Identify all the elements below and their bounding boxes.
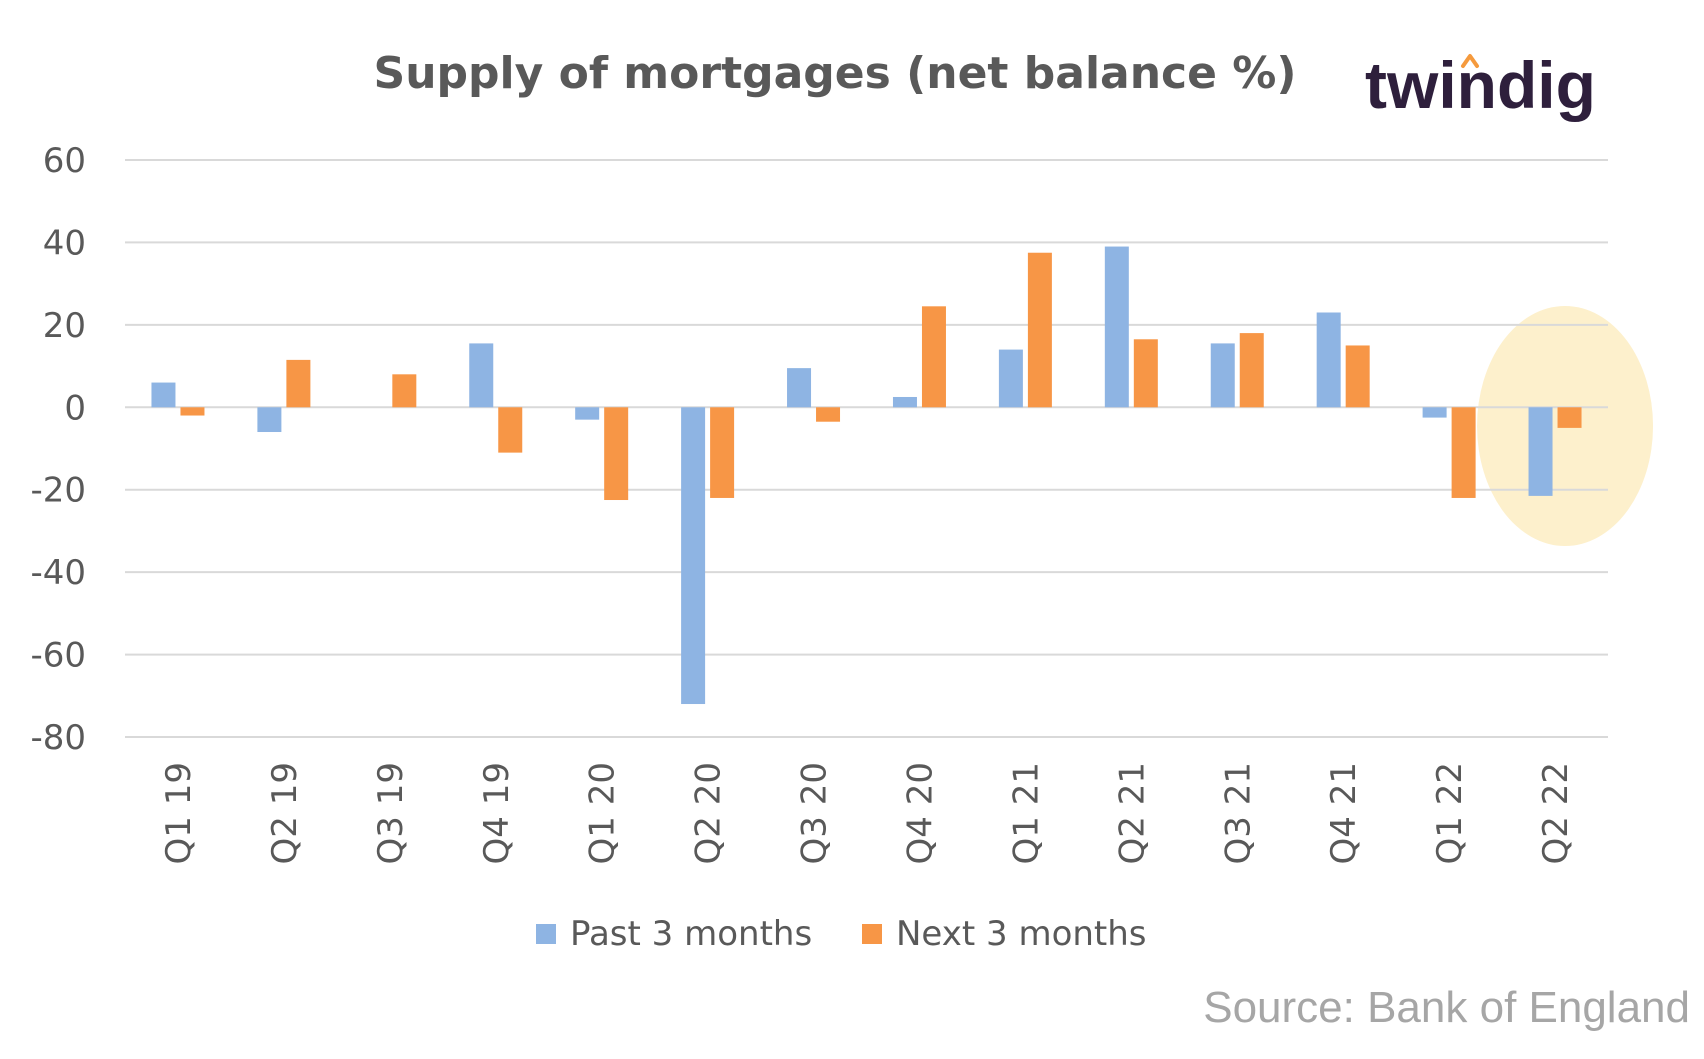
x-tick-label: Q4 21	[1324, 762, 1364, 864]
bar-next-3-months	[1133, 339, 1158, 408]
bar-past-3-months	[1316, 312, 1341, 408]
bar-past-3-months	[681, 407, 706, 705]
y-tick-label: -60	[30, 636, 86, 676]
bar-next-3-months	[286, 359, 311, 408]
x-tick-label: Q3 20	[795, 762, 835, 864]
bar-past-3-months	[257, 407, 282, 433]
y-tick-label: -40	[30, 553, 86, 593]
legend-swatch	[536, 924, 556, 944]
y-tick-label: 0	[64, 388, 86, 428]
y-tick-label: 40	[43, 223, 86, 263]
bar-next-3-months	[1451, 407, 1476, 498]
bar-past-3-months	[1104, 246, 1129, 408]
bar-past-3-months	[1528, 407, 1553, 496]
bar-past-3-months	[892, 396, 917, 408]
bar-next-3-months	[392, 374, 417, 408]
bar-next-3-months	[816, 407, 841, 422]
brand-logo-caret-icon	[1461, 54, 1479, 68]
bar-past-3-months	[787, 368, 812, 408]
x-tick-label: Q3 21	[1218, 762, 1258, 864]
y-tick-label: 60	[43, 141, 86, 181]
bar-next-3-months	[921, 306, 946, 408]
bar-past-3-months	[998, 349, 1023, 408]
x-tick-label: Q4 19	[477, 762, 517, 864]
bar-next-3-months	[1027, 252, 1052, 408]
x-tick-label: Q3 19	[371, 762, 411, 864]
x-tick-label: Q1 21	[1006, 762, 1046, 864]
legend-label: Past 3 months	[570, 914, 812, 954]
brand-logo: twindig	[1365, 48, 1596, 122]
bar-next-3-months	[604, 407, 629, 501]
y-tick-label: -80	[30, 718, 86, 758]
legend-label: Next 3 months	[896, 914, 1147, 954]
bar-next-3-months	[1239, 333, 1264, 408]
x-tick-label: Q2 19	[265, 762, 305, 864]
y-tick-label: -20	[30, 471, 86, 511]
bar-next-3-months	[498, 407, 523, 453]
bar-past-3-months	[1210, 343, 1235, 408]
x-tick-label: Q2 21	[1112, 762, 1152, 864]
bar-next-3-months	[1345, 345, 1370, 408]
bar-next-3-months	[180, 407, 205, 416]
bar-past-3-months	[151, 382, 176, 408]
chart-title: Supply of mortgages (net balance %)	[374, 48, 1297, 99]
bar-next-3-months	[710, 407, 735, 498]
source-label: Source: Bank of England	[1203, 983, 1690, 1032]
x-tick-label: Q1 22	[1430, 762, 1470, 864]
bar-past-3-months	[1422, 407, 1447, 418]
x-tick-label: Q4 20	[900, 762, 940, 864]
bar-next-3-months	[1557, 407, 1582, 428]
legend-swatch	[862, 924, 882, 944]
x-tick-label: Q2 22	[1536, 762, 1576, 864]
x-tick-label: Q1 19	[159, 762, 199, 864]
x-tick-label: Q1 20	[583, 762, 623, 864]
brand-logo-text: twindig	[1365, 48, 1596, 122]
bar-past-3-months	[575, 407, 600, 420]
y-tick-label: 20	[43, 306, 86, 346]
x-tick-label: Q2 20	[689, 762, 729, 864]
bar-past-3-months	[469, 343, 494, 408]
